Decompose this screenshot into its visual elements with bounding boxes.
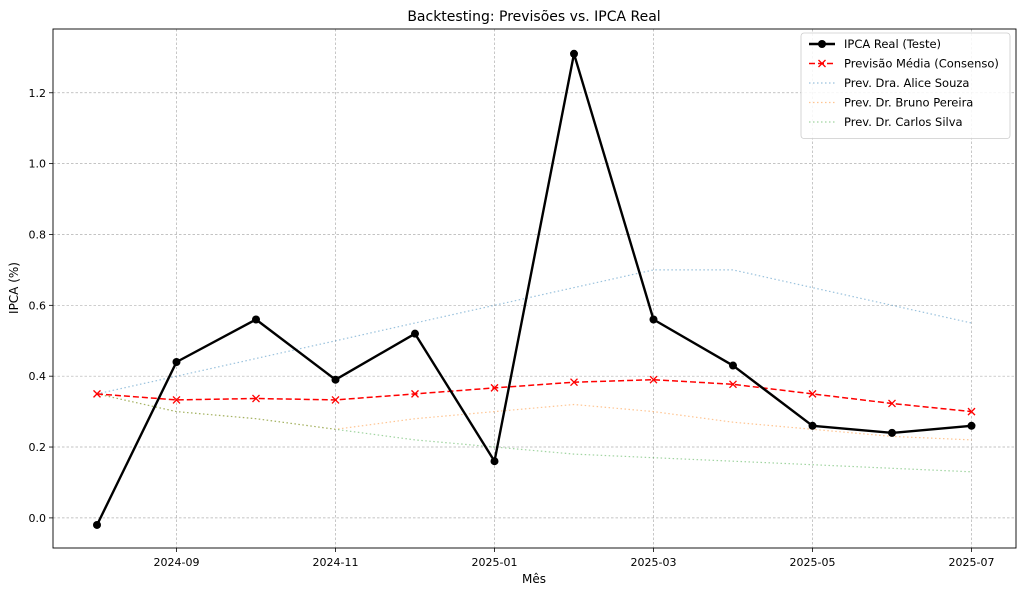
x-axis: 2024-09 2024-11 2025-01 2025-03 2025-05 2025-…: [154, 548, 995, 569]
y-tick-label: 1.2: [29, 87, 47, 100]
x-tick-label: 2024-11: [313, 556, 359, 569]
legend-entry: Previsão Média (Consenso): [809, 57, 999, 71]
data-point: [967, 421, 976, 430]
x-axis-label: Mês: [522, 572, 546, 586]
data-point: [411, 329, 419, 338]
legend-box: [800, 32, 1011, 139]
data-point: [331, 395, 340, 404]
legend-label: Prev. Dr. Carlos Silva: [844, 115, 963, 129]
chart-title: Backtesting: Previsões vs. IPCA Real: [407, 9, 660, 25]
marker-stroke: [888, 399, 896, 408]
data-point: [570, 49, 578, 58]
series-line: [95, 52, 972, 526]
x-tick-label: 2025-05: [790, 556, 836, 569]
data-point: [570, 378, 578, 387]
data-point: [331, 375, 340, 384]
data-point: [411, 389, 419, 398]
data-point: [808, 421, 817, 430]
x-tick-label: 2025-07: [949, 556, 995, 569]
y-tick-label: 0.0: [29, 512, 47, 525]
data-point: [252, 315, 260, 324]
series-line: [96, 393, 972, 441]
legend-label: IPCA Real (Teste): [844, 37, 941, 51]
y-tick-label: 1.0: [29, 158, 47, 171]
y-tick-label: 0.2: [29, 441, 47, 454]
y-axis: 0.0 0.2 0.4 0.6 0.8 1.0 1.2: [29, 87, 53, 525]
x-tick-label: 2024-09: [154, 556, 200, 569]
plot-area: [52, 28, 1017, 549]
marker-stroke: [331, 395, 340, 404]
data-point: [808, 389, 817, 398]
y-axis-label: IPCA (%): [7, 262, 21, 314]
x-tick-label: 2025-01: [472, 556, 518, 569]
series-1: [93, 375, 976, 416]
series-line: [96, 378, 972, 413]
x-tick-label: 2025-03: [631, 556, 677, 569]
legend-entry: Prev. Dr. Bruno Pereira: [809, 96, 973, 110]
series-line: [96, 393, 972, 473]
series-2: [96, 269, 972, 395]
data-point: [967, 407, 976, 416]
legend-label: Prev. Dr. Bruno Pereira: [844, 96, 973, 110]
legend-entry: Prev. Dr. Carlos Silva: [809, 115, 963, 129]
data-point: [649, 315, 658, 324]
marker-stroke: [490, 383, 499, 392]
data-point: [490, 383, 499, 392]
data-point: [252, 394, 260, 403]
legend-entry: IPCA Real (Teste): [809, 37, 941, 51]
legend-marker: [818, 59, 826, 68]
data-point: [93, 389, 101, 398]
marker-stroke: [570, 378, 578, 387]
legend-label: Previsão Média (Consenso): [844, 57, 999, 71]
series-3: [96, 393, 972, 441]
data-point: [490, 457, 499, 466]
data-point: [888, 399, 896, 408]
marker-stroke: [93, 389, 101, 398]
data-point: [172, 358, 181, 367]
marker-stroke: [729, 380, 737, 389]
marker-stroke: [252, 394, 260, 403]
marker-stroke: [172, 395, 181, 404]
marker-stroke: [411, 389, 419, 398]
marker-stroke: [649, 375, 658, 384]
y-tick-label: 0.4: [29, 370, 47, 383]
series-group: [93, 49, 976, 529]
data-point: [649, 375, 658, 384]
legend-entry: Prev. Dra. Alice Souza: [809, 76, 969, 90]
y-tick-label: 0.8: [29, 228, 47, 241]
series-4: [96, 393, 972, 473]
marker-stroke: [808, 389, 817, 398]
data-point: [172, 395, 181, 404]
legend-marker: [818, 40, 826, 48]
data-point: [888, 428, 896, 437]
data-point: [729, 380, 737, 389]
legend-label: Prev. Dra. Alice Souza: [844, 76, 969, 90]
y-tick-label: 0.6: [29, 299, 47, 312]
marker-stroke: [967, 407, 976, 416]
legend: IPCA Real (Teste) Previsão Média (Consens…: [800, 32, 1011, 139]
series-0: [93, 49, 976, 529]
data-point: [729, 361, 737, 370]
data-point: [93, 520, 101, 529]
series-line: [96, 269, 972, 395]
